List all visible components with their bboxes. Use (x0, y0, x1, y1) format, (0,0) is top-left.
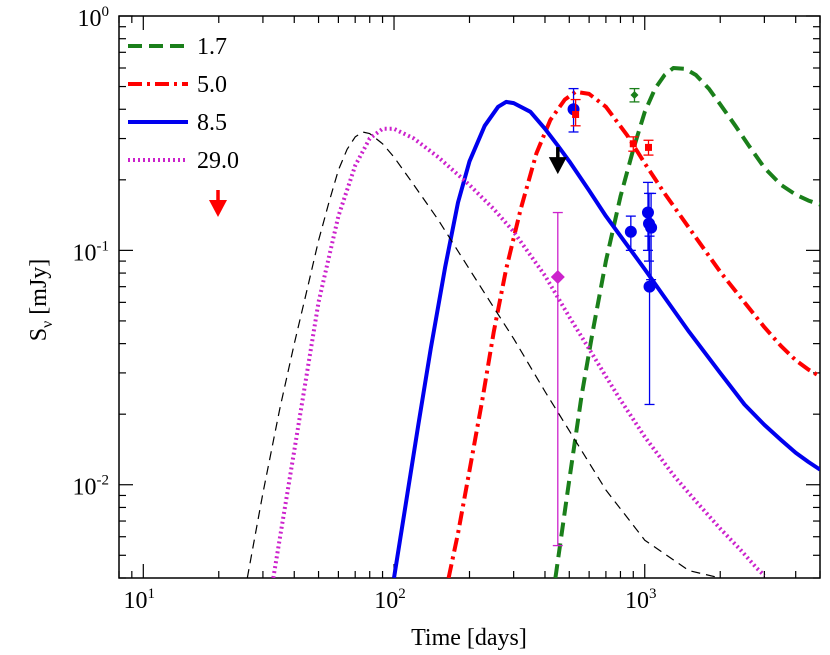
point-marker (629, 140, 637, 148)
y-axis-label: Sν [mJy] (26, 259, 56, 342)
data-point (629, 87, 640, 103)
data-point (628, 136, 639, 152)
legend-label: 8.5 (197, 110, 227, 136)
legend-upper-limit-icon (209, 190, 227, 217)
legend-label: 1.7 (197, 34, 227, 60)
y-tick-label: 100 (78, 4, 110, 32)
x-tick-label: 102 (374, 586, 406, 614)
y-tick-label: 10-2 (73, 473, 110, 501)
plot-frame (118, 15, 821, 579)
data-points (550, 87, 658, 547)
legend-label: 29.0 (197, 148, 239, 174)
y-axis-label-base: S (26, 328, 52, 341)
point-marker (644, 143, 652, 151)
data-point (643, 139, 654, 156)
data-point (643, 235, 656, 406)
axis-ticks (118, 15, 821, 579)
point-marker (645, 221, 658, 234)
legend: 1.7 5.0 8.5 29.0 (128, 34, 239, 217)
point-marker (624, 225, 637, 238)
upper-limits (548, 147, 567, 175)
series-line (446, 89, 820, 578)
point-marker (550, 269, 565, 284)
data-point (641, 181, 654, 252)
series-line (553, 66, 820, 578)
data-point (550, 211, 565, 547)
point-marker (641, 206, 654, 219)
point-marker (643, 280, 656, 293)
legend-label: 5.0 (197, 72, 227, 98)
series-line (271, 126, 766, 578)
x-tick-label: 103 (625, 586, 657, 614)
x-tick-label: 101 (124, 586, 156, 614)
y-tick-label: 10-1 (73, 238, 110, 266)
y-axis-label-unit: [mJy] (26, 259, 52, 315)
series-line (246, 131, 721, 578)
model-curves (246, 66, 820, 578)
y-axis-label-sub: ν (39, 321, 56, 328)
tick-labels: 101 102 103 100 10-1 10-2 (73, 4, 657, 614)
point-marker (572, 110, 580, 118)
series-line (392, 99, 820, 578)
point-marker (630, 91, 639, 100)
data-point (624, 215, 637, 252)
x-axis-label: Time [days] (411, 625, 527, 651)
data-point (570, 98, 581, 127)
upper-limit-arrow (548, 147, 567, 175)
